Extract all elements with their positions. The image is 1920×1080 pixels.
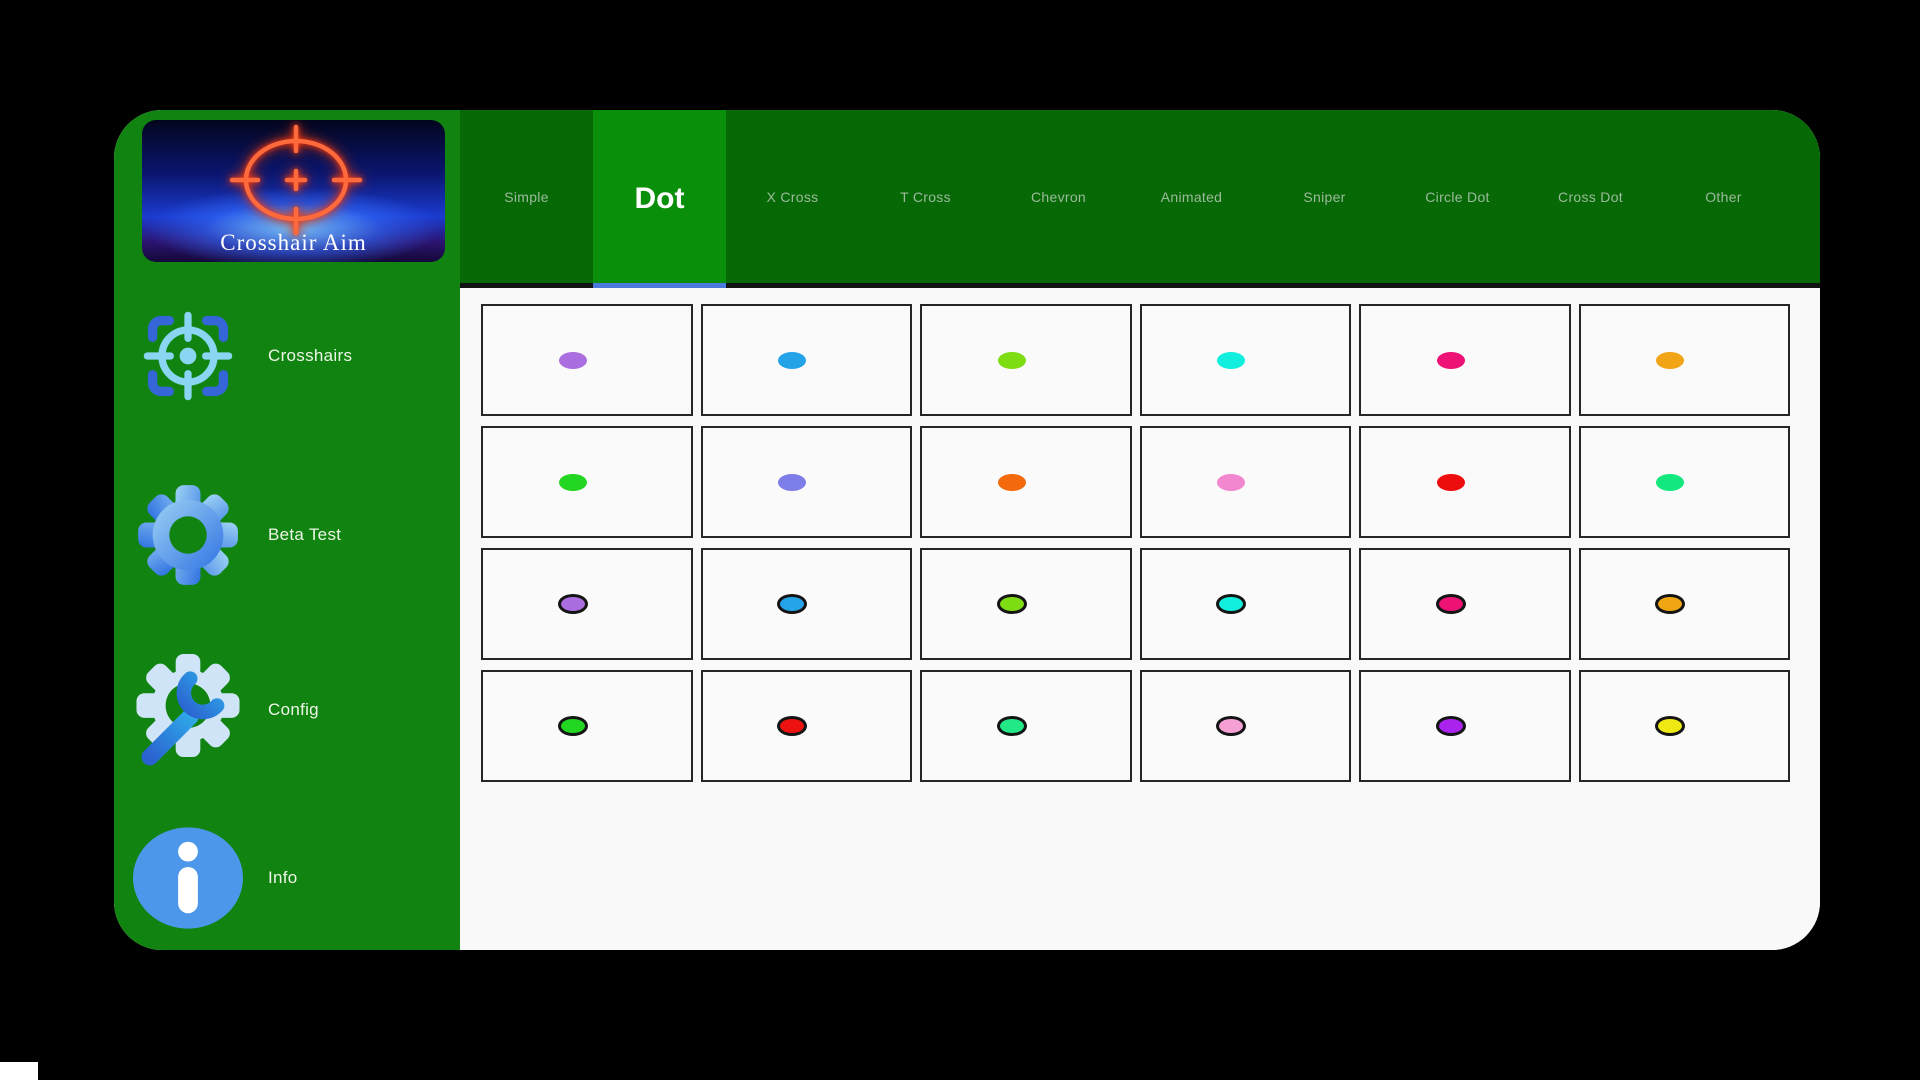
app-logo: Crosshair Aim <box>142 120 445 262</box>
crosshair-card[interactable] <box>1139 426 1351 538</box>
crosshair-card[interactable] <box>1139 670 1351 782</box>
dot-preview <box>1436 473 1465 491</box>
crosshair-card[interactable] <box>920 548 1132 660</box>
tab-dot[interactable]: Dot <box>593 110 726 288</box>
logo-title: Crosshair Aim <box>220 230 367 255</box>
dot-preview-outlined <box>1216 594 1247 614</box>
crosshair-target-icon <box>124 306 252 406</box>
neon-crosshair-icon <box>229 124 363 236</box>
crosshair-card[interactable] <box>1359 426 1571 538</box>
tab-t-cross[interactable]: T Cross <box>900 188 951 205</box>
tab-animated[interactable]: Animated <box>1160 188 1223 205</box>
dot-preview <box>1436 351 1465 369</box>
app-window: Crosshair Aim <box>114 110 1820 950</box>
dot-preview <box>558 473 587 491</box>
taskbar-fragment <box>0 1062 38 1080</box>
dot-preview-outlined <box>1435 716 1466 736</box>
crosshair-card[interactable] <box>920 304 1132 416</box>
dot-preview-outlined <box>1655 716 1686 736</box>
dot-preview-outlined <box>1435 594 1466 614</box>
tab-other[interactable]: Other <box>1705 188 1742 205</box>
dot-preview-outlined <box>996 594 1027 614</box>
crosshair-card[interactable] <box>700 670 912 782</box>
crosshair-card[interactable] <box>481 426 693 538</box>
crosshair-card[interactable] <box>700 304 912 416</box>
sidebar-item-label: Beta Test <box>268 525 342 544</box>
crosshair-card[interactable] <box>1578 548 1790 660</box>
crosshair-card[interactable] <box>1359 548 1571 660</box>
tab-x-cross[interactable]: X Cross <box>766 188 819 205</box>
crosshair-card[interactable] <box>920 426 1132 538</box>
dot-preview-outlined <box>777 594 808 614</box>
dot-preview <box>1217 351 1246 369</box>
crosshair-card[interactable] <box>700 426 912 538</box>
crosshair-card[interactable] <box>481 304 693 416</box>
dot-preview-outlined <box>777 716 808 736</box>
gear-icon <box>124 483 252 587</box>
dot-preview <box>1656 473 1685 491</box>
sidebar-item-label: Config <box>268 700 319 719</box>
dot-preview <box>997 351 1026 369</box>
tab-circle-dot[interactable]: Circle Dot <box>1425 188 1490 205</box>
crosshair-card[interactable] <box>481 548 693 660</box>
dot-preview <box>778 351 807 369</box>
crosshair-card[interactable] <box>1139 548 1351 660</box>
sidebar-item-crosshairs[interactable]: Crosshairs <box>124 291 454 421</box>
crosshair-grid <box>481 304 1790 782</box>
crosshair-card[interactable] <box>1359 670 1571 782</box>
dot-preview-outlined <box>1216 716 1247 736</box>
crosshair-card[interactable] <box>1359 304 1571 416</box>
gear-wrench-icon <box>124 654 252 766</box>
crosshair-card[interactable] <box>1578 426 1790 538</box>
tab-content <box>460 288 1820 950</box>
tab-sniper[interactable]: Sniper <box>1303 188 1346 205</box>
tab-chevron[interactable]: Chevron <box>1030 188 1087 205</box>
dot-preview <box>558 351 587 369</box>
info-circle-icon <box>124 823 252 933</box>
crosshair-card[interactable] <box>700 548 912 660</box>
crosshair-card[interactable] <box>481 670 693 782</box>
crosshair-card[interactable] <box>1139 304 1351 416</box>
dot-preview-outlined <box>557 716 588 736</box>
dot-preview-outlined <box>1655 594 1686 614</box>
tab-strip: Simple Dot X Cross T Cross Chevron Anima… <box>460 110 1790 288</box>
dot-preview <box>997 473 1026 491</box>
crosshair-card[interactable] <box>920 670 1132 782</box>
dot-preview <box>1656 351 1685 369</box>
sidebar: Crosshair Aim <box>114 110 460 950</box>
sidebar-item-beta-test[interactable]: Beta Test <box>124 470 454 600</box>
crosshair-card[interactable] <box>1578 670 1790 782</box>
dot-preview-outlined <box>996 716 1027 736</box>
dot-preview <box>778 473 807 491</box>
sidebar-item-config[interactable]: Config <box>124 645 454 775</box>
dot-preview-outlined <box>557 594 588 614</box>
sidebar-item-info[interactable]: Info <box>124 813 454 943</box>
sidebar-item-label: Info <box>268 868 298 887</box>
sidebar-item-label: Crosshairs <box>268 346 353 365</box>
tab-cross-dot[interactable]: Cross Dot <box>1558 188 1623 205</box>
dot-preview <box>1217 473 1246 491</box>
tab-bar: Simple Dot X Cross T Cross Chevron Anima… <box>460 110 1820 288</box>
crosshair-card[interactable] <box>1578 304 1790 416</box>
tab-simple[interactable]: Simple <box>504 188 549 205</box>
